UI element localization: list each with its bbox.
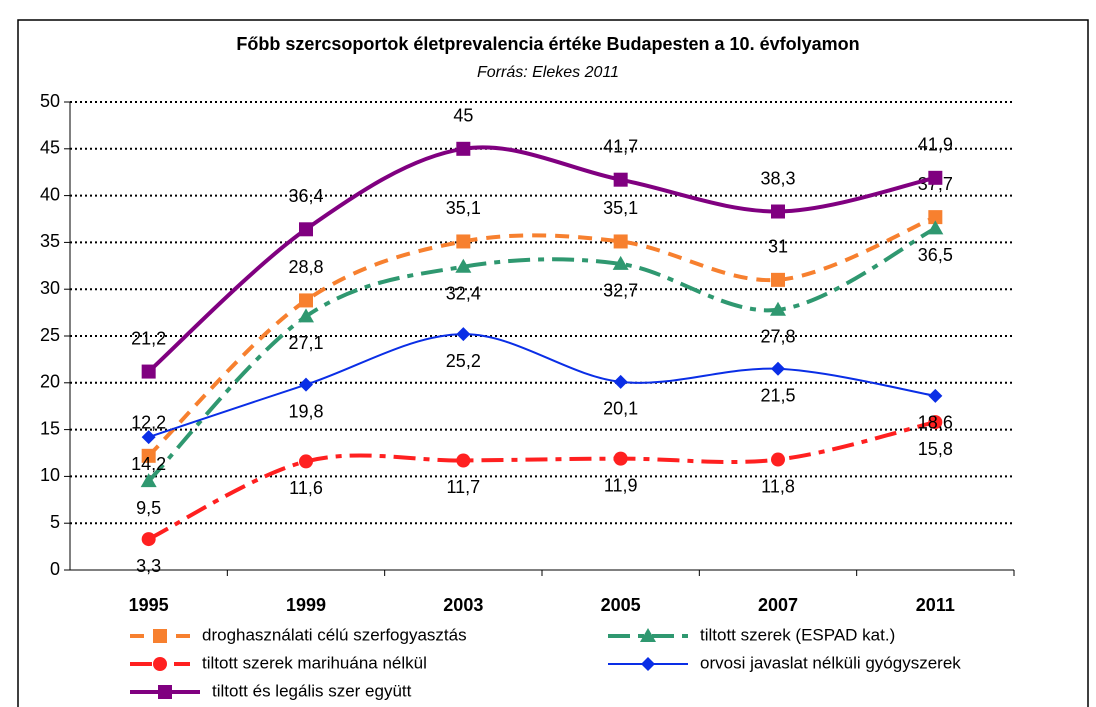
- legend-label: tiltott szerek (ESPAD kat.): [700, 625, 895, 644]
- marker: [928, 415, 943, 430]
- marker: [299, 454, 313, 469]
- legend-marker: [641, 657, 655, 671]
- data-label: 32,7: [603, 281, 638, 301]
- data-label: 38,3: [760, 168, 795, 188]
- marker: [770, 301, 786, 316]
- marker: [928, 170, 943, 185]
- y-tick-label: 0: [50, 559, 60, 579]
- y-tick-label: 40: [40, 184, 60, 204]
- marker: [771, 272, 785, 287]
- marker: [928, 388, 943, 403]
- marker: [612, 255, 629, 270]
- marker: [456, 327, 471, 342]
- marker: [298, 308, 314, 323]
- data-label: 14,2: [131, 454, 166, 474]
- data-label: 35,1: [446, 198, 481, 218]
- data-label: 9,5: [136, 498, 161, 518]
- marker: [613, 451, 628, 466]
- data-label: 36,4: [288, 186, 323, 206]
- data-label: 45: [453, 106, 473, 126]
- legend-label: orvosi javaslat nélküli gyógyszerek: [700, 653, 961, 672]
- marker: [771, 361, 785, 376]
- series-line: [147, 420, 936, 541]
- x-tick-label: 2007: [758, 595, 798, 615]
- y-tick-label: 5: [50, 512, 60, 532]
- x-tick-label: 2011: [916, 595, 955, 615]
- marker: [141, 532, 156, 547]
- x-tick-label: 2005: [601, 595, 641, 615]
- marker: [928, 210, 943, 225]
- chart-title: Főbb szercsoportok életprevalencia érték…: [236, 34, 859, 54]
- data-label: 11,7: [446, 477, 480, 497]
- data-label: 21,2: [131, 328, 166, 348]
- data-label: 18,6: [918, 413, 953, 433]
- data-label: 21,5: [760, 386, 795, 406]
- data-label: 3,3: [136, 556, 161, 576]
- y-tick-label: 35: [40, 231, 60, 251]
- legend-label: tiltott szerek marihuána nélkül: [202, 653, 427, 672]
- marker: [299, 293, 313, 308]
- legend-marker: [153, 657, 167, 671]
- y-tick-label: 15: [40, 418, 60, 438]
- legend-marker: [640, 628, 656, 642]
- data-label: 32,4: [446, 283, 481, 303]
- data-label: 41,9: [918, 135, 953, 155]
- marker: [455, 258, 472, 273]
- chart-subtitle: Forrás: Elekes 2011: [477, 64, 619, 81]
- x-tick-label: 1999: [286, 595, 326, 615]
- y-tick-label: 10: [40, 465, 60, 485]
- series-line: [147, 215, 937, 458]
- data-label: 25,2: [446, 351, 481, 371]
- data-label: 20,1: [603, 399, 638, 419]
- data-label: 12,2: [131, 413, 166, 433]
- data-label: 36,5: [918, 245, 953, 265]
- marker: [140, 473, 157, 488]
- series-line: [148, 333, 936, 439]
- marker: [613, 172, 628, 187]
- data-label: 27,8: [760, 327, 795, 347]
- marker: [771, 204, 785, 219]
- marker: [141, 364, 156, 379]
- data-label: 35,1: [603, 198, 638, 218]
- marker: [456, 141, 471, 156]
- y-tick-label: 30: [40, 278, 60, 298]
- marker: [927, 220, 944, 235]
- data-label: 11,6: [289, 478, 323, 498]
- y-tick-label: 25: [40, 325, 60, 345]
- legend-label: tiltott és legális szer együtt: [212, 681, 412, 700]
- marker: [299, 377, 313, 392]
- x-tick-label: 2003: [443, 595, 483, 615]
- y-tick-label: 45: [40, 138, 60, 158]
- marker: [456, 234, 471, 249]
- marker: [771, 452, 785, 467]
- data-label: 19,8: [288, 401, 323, 421]
- legend-marker: [153, 629, 167, 643]
- legend-label: droghasználati célú szerfogyasztás: [202, 625, 467, 644]
- marker: [613, 234, 628, 249]
- data-label: 41,7: [603, 136, 638, 156]
- chart-frame: [17, 19, 1089, 707]
- data-label: 11,9: [604, 475, 638, 495]
- data-label: 31: [768, 237, 788, 257]
- data-label: 15,8: [918, 439, 953, 459]
- y-tick-label: 50: [40, 91, 60, 111]
- marker: [299, 222, 313, 237]
- marker: [141, 448, 156, 463]
- legend-marker: [158, 685, 172, 699]
- series-line: [147, 145, 936, 374]
- data-label: 28,8: [288, 257, 323, 277]
- y-tick-label: 20: [40, 372, 60, 392]
- data-label: 11,8: [761, 476, 795, 496]
- series-line: [147, 226, 937, 483]
- x-tick-label: 1995: [129, 595, 169, 615]
- marker: [141, 430, 156, 445]
- marker: [613, 374, 628, 389]
- data-label: 27,1: [288, 333, 323, 353]
- marker: [456, 453, 471, 468]
